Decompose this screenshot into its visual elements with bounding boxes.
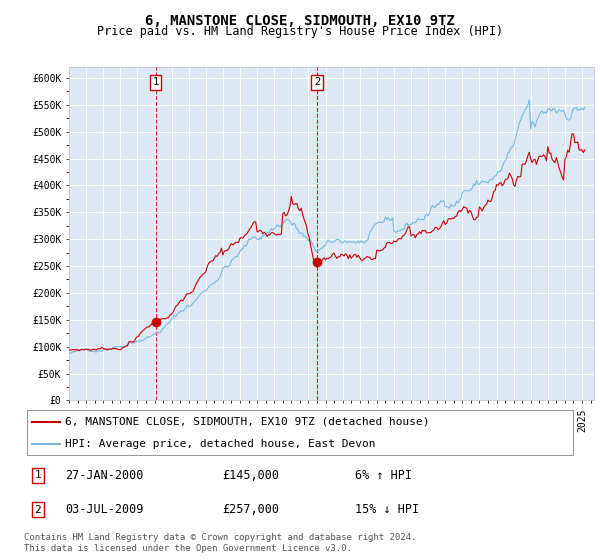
Text: 1: 1 — [152, 77, 159, 87]
Text: 2: 2 — [34, 505, 41, 515]
Text: £257,000: £257,000 — [223, 503, 280, 516]
Text: HPI: Average price, detached house, East Devon: HPI: Average price, detached house, East… — [65, 438, 376, 449]
Text: 15% ↓ HPI: 15% ↓ HPI — [355, 503, 419, 516]
Text: 1: 1 — [34, 470, 41, 480]
FancyBboxPatch shape — [27, 410, 573, 455]
Text: 6, MANSTONE CLOSE, SIDMOUTH, EX10 9TZ (detached house): 6, MANSTONE CLOSE, SIDMOUTH, EX10 9TZ (d… — [65, 417, 430, 427]
Text: 2: 2 — [314, 77, 320, 87]
Text: £145,000: £145,000 — [223, 469, 280, 482]
Text: Price paid vs. HM Land Registry's House Price Index (HPI): Price paid vs. HM Land Registry's House … — [97, 25, 503, 38]
Text: 27-JAN-2000: 27-JAN-2000 — [65, 469, 144, 482]
Text: 6% ↑ HPI: 6% ↑ HPI — [355, 469, 412, 482]
Text: 6, MANSTONE CLOSE, SIDMOUTH, EX10 9TZ: 6, MANSTONE CLOSE, SIDMOUTH, EX10 9TZ — [145, 14, 455, 28]
Text: Contains HM Land Registry data © Crown copyright and database right 2024.
This d: Contains HM Land Registry data © Crown c… — [24, 533, 416, 553]
Text: 03-JUL-2009: 03-JUL-2009 — [65, 503, 144, 516]
